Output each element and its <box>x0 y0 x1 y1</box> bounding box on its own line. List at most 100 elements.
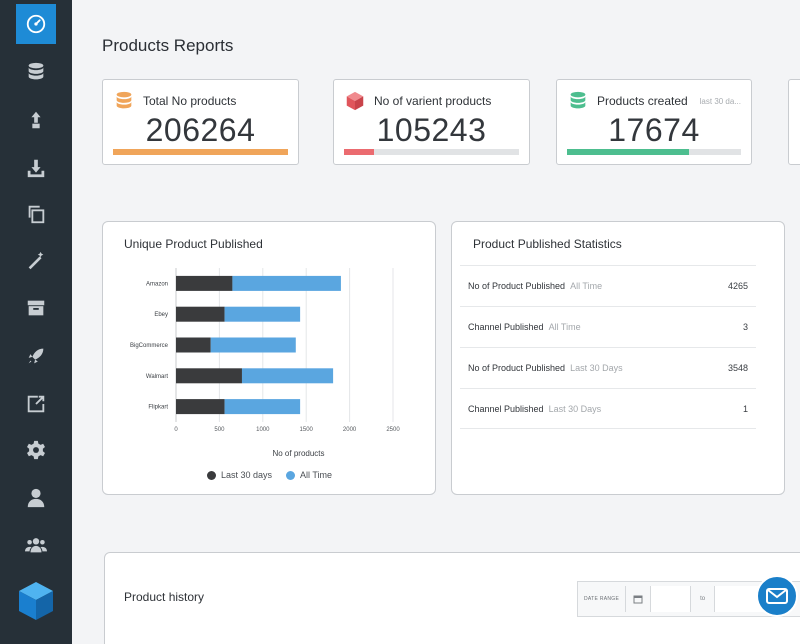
progress-fill <box>344 149 374 155</box>
page-title: Products Reports <box>102 36 234 55</box>
stats-panel: Product Published Statistics No of Produ… <box>451 221 785 495</box>
bar-last-30-days <box>176 337 211 353</box>
cube-icon <box>346 91 364 111</box>
sidebar-item-dashboard[interactable] <box>16 4 56 44</box>
stats-row: No of Product Published All Time 4265 <box>460 265 756 306</box>
stats-period: All Time <box>570 281 603 291</box>
chart-legend: Last 30 days All Time <box>207 470 332 480</box>
database-icon <box>116 91 132 109</box>
stats-value: 4265 <box>727 281 748 291</box>
sidebar-item-download[interactable] <box>16 148 56 188</box>
x-tick-label: 1500 <box>300 427 314 433</box>
stats-period: Last 30 Days <box>570 363 623 373</box>
sidebar-item-export[interactable] <box>16 384 56 424</box>
legend-dot <box>207 470 216 480</box>
legend-label: All Time <box>300 470 333 480</box>
sidebar-item-users[interactable] <box>16 525 56 565</box>
x-tick-label: 2000 <box>343 427 357 433</box>
rocket-icon <box>28 348 44 364</box>
stats-title: Product Published Statistics <box>473 237 622 251</box>
x-axis-label: No of products <box>272 449 324 458</box>
bar-all-time <box>224 399 301 415</box>
copy-icon <box>28 205 45 224</box>
stat-label: Products created <box>597 94 688 108</box>
legend-label: Last 30 days <box>221 470 273 480</box>
stats-row: Channel Published All Time 3 <box>460 306 756 347</box>
history-panel: Product history DATE RANGE to <box>104 552 800 644</box>
gear-icon <box>27 440 45 460</box>
database-icon <box>570 91 586 109</box>
stat-label: No of varient products <box>374 94 492 108</box>
bar-last-30-days <box>176 399 225 415</box>
bar-all-time <box>224 306 301 322</box>
sidebar-item-upload[interactable] <box>16 100 56 140</box>
sidebar-item-settings[interactable] <box>16 430 56 470</box>
sidebar-item-user[interactable] <box>16 478 56 518</box>
bar-chart: 0 500 1000 1500 2000 2500 Amazon Ebey BigCommerc… <box>130 268 400 458</box>
bar-all-time <box>210 337 296 353</box>
stats-period: All Time <box>548 322 581 332</box>
stats-value: 1 <box>742 403 748 414</box>
x-tick-label: 2500 <box>386 427 400 433</box>
progress-fill <box>567 149 689 155</box>
y-tick-label: Walmart <box>146 374 168 380</box>
stat-value: 17674 <box>608 112 700 148</box>
magic-wand-icon <box>28 251 44 270</box>
users-icon <box>25 538 47 553</box>
y-tick-label: Amazon <box>146 281 168 287</box>
bar-last-30-days <box>176 306 225 322</box>
stat-card-products-created: Products created last 30 da... 17674 <box>556 79 752 165</box>
chart-title: Unique Product Published <box>124 237 263 251</box>
mail-icon <box>766 588 788 604</box>
x-tick-label: 1000 <box>256 427 270 433</box>
date-to-label: to <box>700 596 706 602</box>
mail-button[interactable] <box>756 575 798 617</box>
stats-label: No of Product Published <box>468 363 566 373</box>
progress-fill <box>113 149 288 155</box>
chart-panel: Unique Product Published 0 500 1000 1500 200… <box>102 221 436 495</box>
history-title: Product history <box>124 590 205 604</box>
stat-card-peek <box>788 79 800 165</box>
bar-all-time <box>232 275 341 291</box>
archive-icon <box>27 300 45 316</box>
sidebar-item-copy[interactable] <box>16 194 56 234</box>
date-from-input[interactable] <box>651 586 692 612</box>
calendar-icon[interactable] <box>625 586 652 612</box>
stats-period: Last 30 Days <box>548 403 602 414</box>
bar-last-30-days <box>176 275 233 291</box>
stat-label: Total No products <box>143 94 237 108</box>
cube-logo[interactable] <box>16 580 56 622</box>
database-icon <box>28 62 44 80</box>
stats-label: No of Product Published <box>468 281 566 291</box>
bar-last-30-days <box>176 368 242 384</box>
stats-row: No of Product Published Last 30 Days 354… <box>460 347 756 388</box>
sidebar-item-rocket[interactable] <box>16 336 56 376</box>
stats-label: Channel Published <box>468 322 544 332</box>
stat-card-total-products: Total No products 206264 <box>102 79 299 165</box>
legend-item[interactable]: All Time <box>286 470 332 480</box>
stats-value: 3 <box>742 322 748 332</box>
x-tick-label: 0 <box>174 427 178 433</box>
legend-dot <box>286 470 296 480</box>
dashboard-icon <box>26 14 46 34</box>
stat-value: 206264 <box>145 112 256 148</box>
stats-label: Channel Published <box>468 403 544 414</box>
x-tick-label: 500 <box>214 427 225 433</box>
bar-all-time <box>241 368 334 384</box>
legend-item[interactable]: Last 30 days <box>207 470 272 480</box>
user-icon <box>27 488 45 508</box>
sidebar <box>0 0 72 644</box>
sidebar-item-magic[interactable] <box>16 241 56 281</box>
stat-period: last 30 da... <box>699 97 741 106</box>
stat-card-variant-products: No of varient products 105243 <box>333 79 530 165</box>
sidebar-item-database[interactable] <box>16 52 56 92</box>
upload-icon <box>31 111 41 129</box>
stat-value: 105243 <box>376 112 487 148</box>
stats-row: Channel Published Last 30 Days 1 <box>460 388 756 429</box>
y-tick-label: BigCommerce <box>130 343 169 349</box>
export-icon <box>27 395 45 413</box>
date-range-label: DATE RANGE <box>584 596 620 602</box>
y-tick-label: Ebey <box>154 312 168 318</box>
sidebar-item-archive[interactable] <box>16 288 56 328</box>
stats-value: 3548 <box>727 363 748 373</box>
